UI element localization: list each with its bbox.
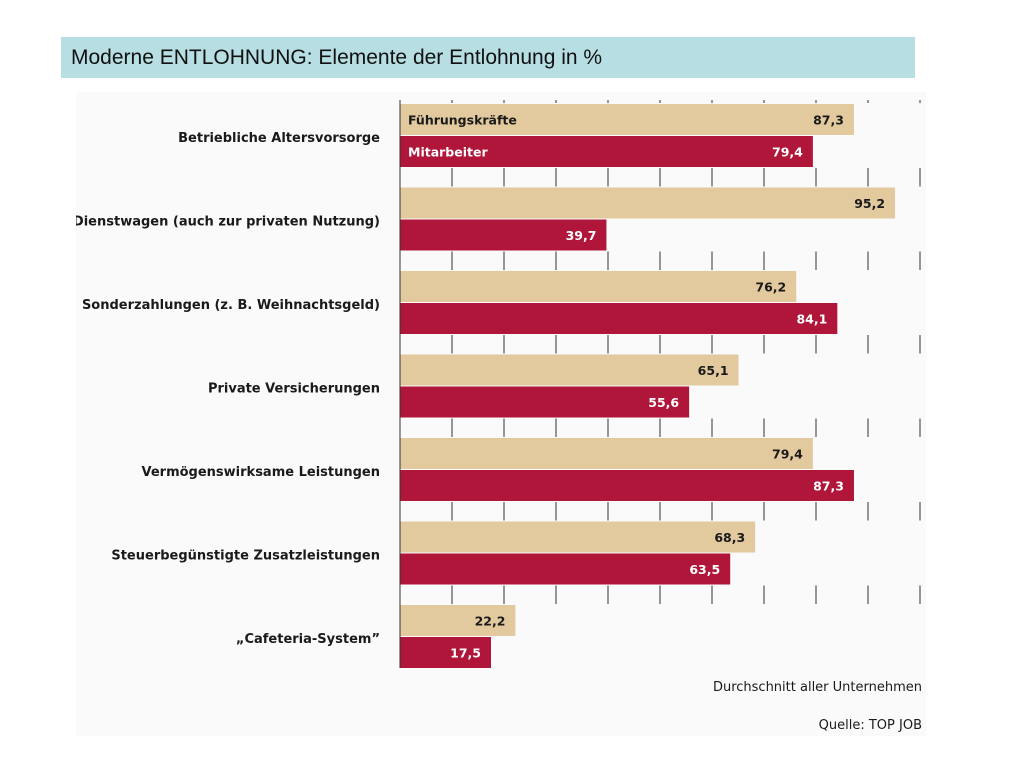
bar bbox=[400, 438, 813, 469]
data-label: 87,3 bbox=[813, 479, 844, 494]
data-label: 84,1 bbox=[796, 312, 827, 327]
bar bbox=[400, 354, 739, 386]
data-label: 79,4 bbox=[772, 145, 803, 160]
category-label: Dienstwagen (auch zur privaten Nutzung) bbox=[76, 215, 380, 230]
legend-label: Führungskräfte bbox=[408, 113, 517, 128]
bar bbox=[400, 553, 731, 585]
bar bbox=[400, 136, 813, 167]
legend-label: Mitarbeiter bbox=[408, 145, 488, 160]
category-label: Vermögenswirksame Leistungen bbox=[142, 465, 381, 480]
bar bbox=[400, 271, 797, 302]
data-label: 17,5 bbox=[450, 646, 481, 661]
bar bbox=[400, 605, 516, 636]
category-label: Steuerbegünstigte Zusatzleistungen bbox=[111, 549, 380, 564]
data-label: 22,2 bbox=[475, 614, 506, 629]
data-label: 65,1 bbox=[698, 363, 729, 378]
bar-chart: 87,3 Führungskräfte 79,4 Mitarbeiter Betrieb… bbox=[76, 100, 922, 669]
data-label: 79,4 bbox=[772, 447, 803, 462]
category-label: Betriebliche Altersvorsorge bbox=[178, 131, 380, 146]
bar bbox=[400, 386, 690, 418]
data-label: 55,6 bbox=[648, 395, 679, 410]
data-label: 95,2 bbox=[854, 196, 885, 211]
slide-title: Moderne ENTLOHNUNG: Elemente der Entlohn… bbox=[61, 37, 915, 78]
bar bbox=[400, 470, 854, 501]
bar bbox=[400, 521, 756, 553]
chart-figure: 87,3 Führungskräfte 79,4 Mitarbeiter Betrieb… bbox=[76, 92, 926, 736]
data-label: 63,5 bbox=[689, 562, 720, 577]
axis-note: Durchschnitt aller Unternehmen bbox=[712, 680, 922, 695]
source-note: Quelle: TOP JOB bbox=[818, 718, 922, 733]
data-label: 87,3 bbox=[813, 113, 844, 128]
bar bbox=[400, 104, 854, 135]
bar bbox=[400, 637, 491, 668]
data-label: 39,7 bbox=[566, 228, 597, 243]
bar bbox=[400, 219, 607, 251]
category-label: Sonderzahlungen (z. B. Weihnachtsgeld) bbox=[82, 298, 380, 313]
category-label: „Cafeteria-System” bbox=[236, 632, 380, 647]
data-label: 68,3 bbox=[714, 530, 745, 545]
bar bbox=[400, 303, 838, 334]
category-label: Private Versicherungen bbox=[208, 382, 380, 397]
bar bbox=[400, 187, 896, 219]
data-label: 76,2 bbox=[755, 280, 786, 295]
